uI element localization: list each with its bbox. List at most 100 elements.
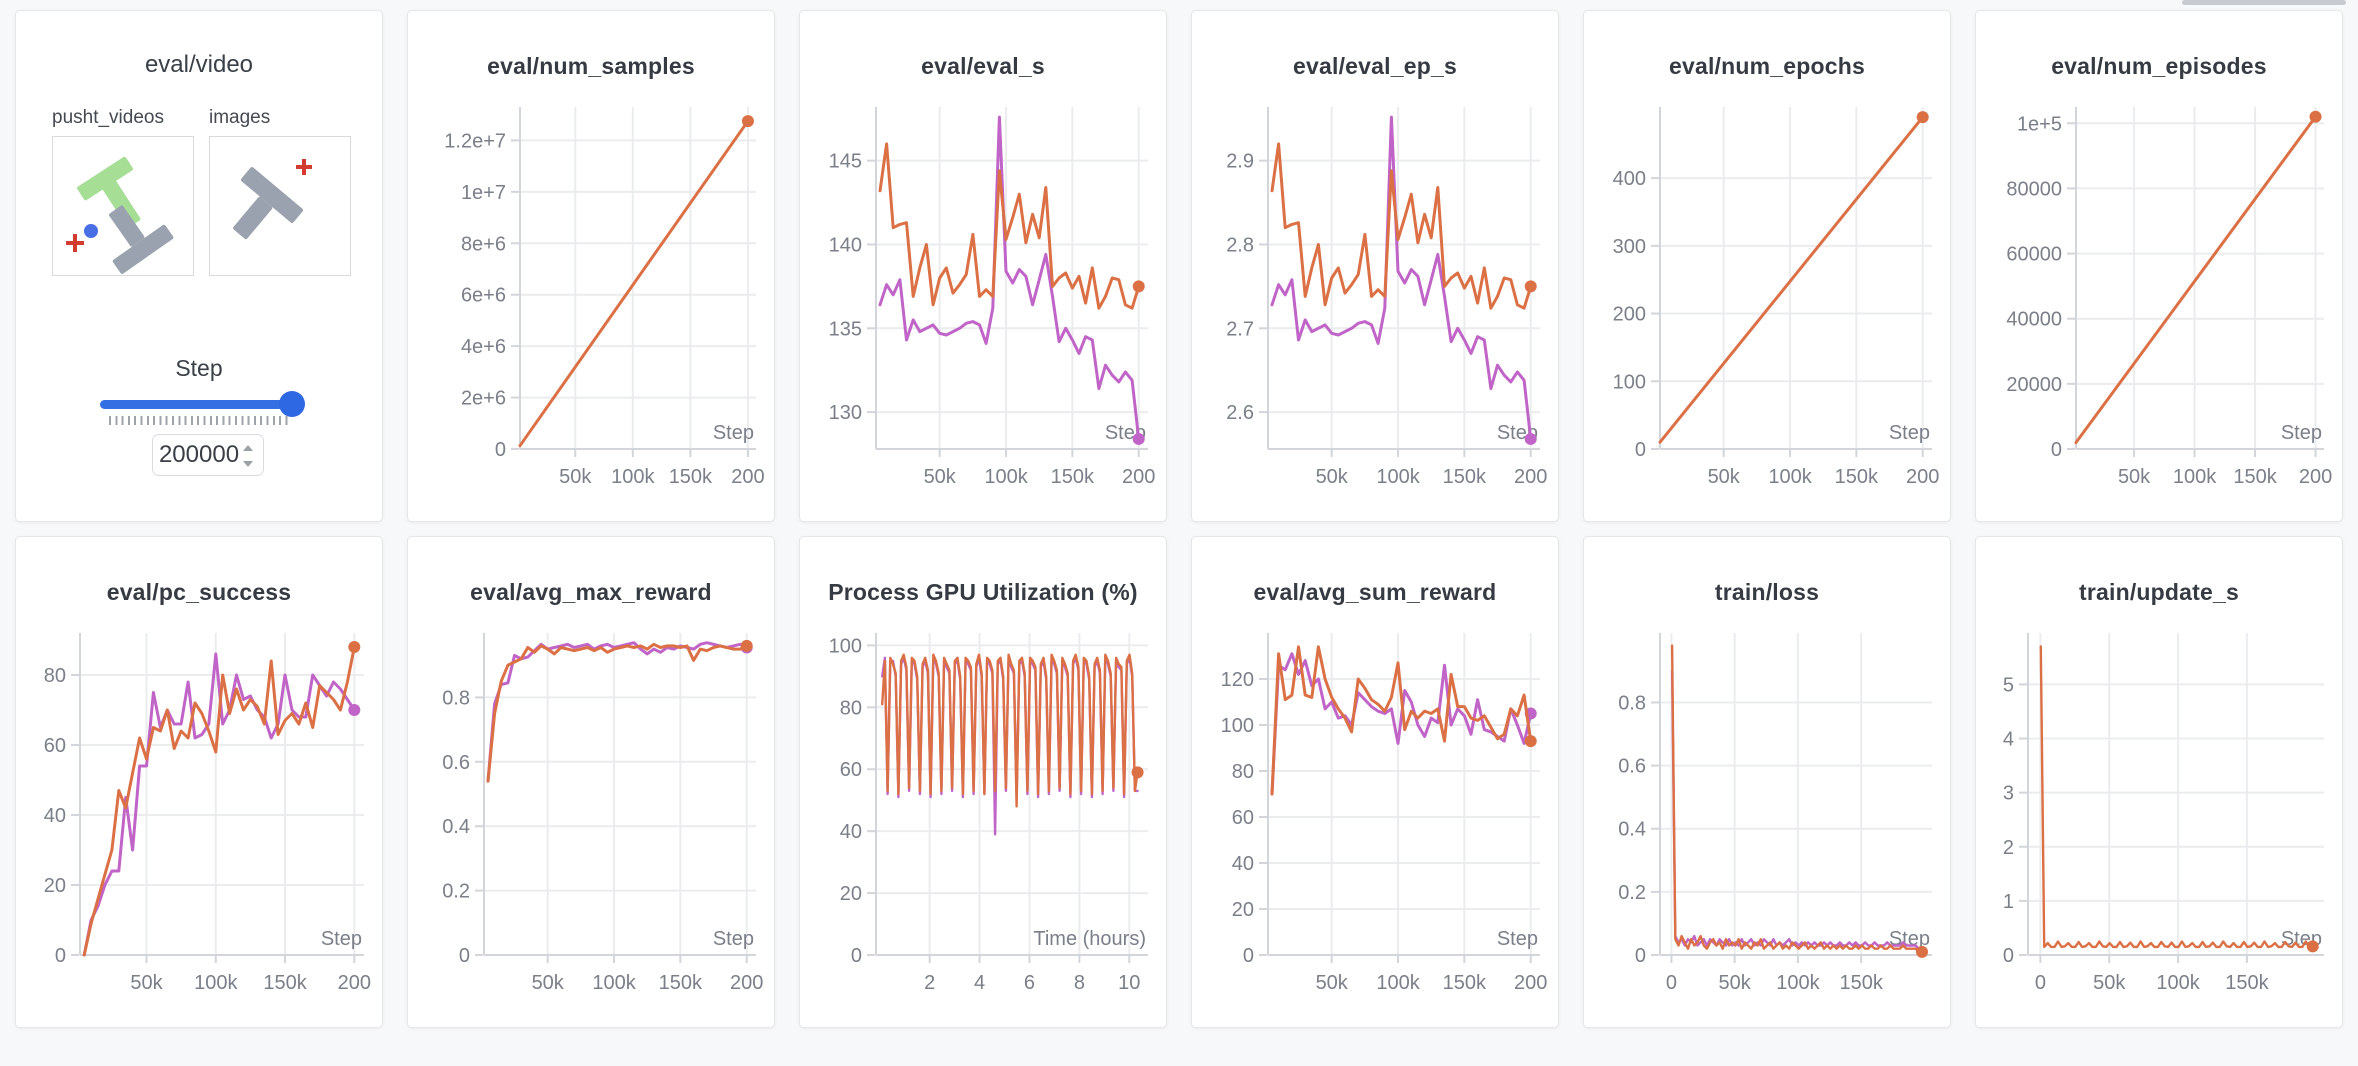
y-tick-label: 80 bbox=[840, 697, 862, 719]
panel-train-update-s[interactable]: train/update_s 0 1 2 3 4 5 0 50k 100k 150k Step bbox=[1975, 536, 2343, 1028]
panel-eval-num-episodes[interactable]: eval/num_episodes 0 20000 40000 60000 80000 1e… bbox=[1975, 10, 2343, 522]
y-tick-label: 1e+5 bbox=[2017, 113, 2062, 135]
y-tick-label: 0.4 bbox=[442, 816, 470, 838]
y-tick-label: 0 bbox=[1635, 439, 1646, 461]
x-tick-label: 150k bbox=[1443, 972, 1487, 994]
panel-eval-eval-s[interactable]: eval/eval_s 130 135 140 145 50k 100k 150k 200 Ste… bbox=[799, 10, 1167, 522]
panel-eval-num-epochs[interactable]: eval/num_epochs 0 100 200 300 400 50k 100k 150k 2… bbox=[1583, 10, 1951, 522]
panel-eval-avg-max-reward[interactable]: eval/avg_max_reward 0 0.2 0.4 0.6 0.8 50k 100k 1… bbox=[407, 536, 775, 1028]
panel-eval-video[interactable]: eval/video pusht_videos images bbox=[15, 10, 383, 522]
y-tick-label: 0.2 bbox=[442, 881, 470, 903]
step-slider-tickmarks bbox=[109, 416, 291, 425]
panel-eval-num-samples[interactable]: eval/num_samples 0 2e+6 4e+6 6e+6 8e+6 1e+7 1.2… bbox=[407, 10, 775, 522]
panel-train-loss[interactable]: train/loss 0 0.2 0.4 0.6 0.8 0 50k 100k 150k Step bbox=[1583, 536, 1951, 1028]
x-tick-label: 100k bbox=[1376, 972, 1420, 994]
x-tick-label: 50k bbox=[1719, 972, 1752, 994]
y-tick-label: 8e+6 bbox=[461, 233, 506, 255]
y-tick-label: 0.8 bbox=[442, 687, 470, 709]
x-axis-title: Step bbox=[713, 422, 754, 444]
panel-title: train/loss bbox=[1714, 579, 1820, 605]
series-endpoint-dot-run-purple bbox=[1524, 432, 1537, 445]
step-number-input[interactable] bbox=[152, 434, 264, 476]
x-tick-label: 100k bbox=[984, 466, 1028, 488]
chart-eval-num-episodes[interactable]: 0 20000 40000 60000 80000 1e+5 50k 100k 150k 200 S… bbox=[1976, 99, 2343, 513]
x-axis-title: Step bbox=[321, 928, 362, 950]
y-tick-label: 60 bbox=[1232, 807, 1254, 829]
y-tick-label: 2e+6 bbox=[461, 388, 506, 410]
y-tick-label: 2 bbox=[2003, 837, 2014, 859]
y-tick-label: 2.7 bbox=[1226, 318, 1254, 340]
chart-eval-pc-success[interactable]: 0 20 40 60 80 50k 100k 150k 200 Step bbox=[16, 625, 383, 1019]
horizontal-scrollbar-thumb[interactable] bbox=[2182, 0, 2346, 5]
panel-title: eval/avg_sum_reward bbox=[1253, 579, 1497, 605]
x-tick-label: 150k bbox=[669, 466, 713, 488]
y-tick-label: 400 bbox=[1613, 168, 1646, 190]
y-tick-label: 0 bbox=[851, 945, 862, 967]
y-tick-label: 200 bbox=[1613, 304, 1646, 326]
y-tick-label: 0.6 bbox=[442, 752, 470, 774]
x-tick-label: 150k bbox=[2225, 972, 2269, 994]
chart-eval-num-samples[interactable]: 0 2e+6 4e+6 6e+6 8e+6 1e+7 1.2e+7 50k 100k 150k 20… bbox=[408, 99, 775, 513]
series-endpoint-dot-run-orange bbox=[1524, 735, 1537, 748]
y-tick-label: 0 bbox=[2051, 439, 2062, 461]
x-tick-label: 2 bbox=[924, 972, 935, 994]
chevron-down-icon[interactable] bbox=[243, 461, 253, 467]
y-tick-label: 2.6 bbox=[1226, 402, 1254, 424]
panel-eval-eval-ep-s[interactable]: eval/eval_ep_s 2.6 2.7 2.8 2.9 50k 100k 150k 200… bbox=[1191, 10, 1559, 522]
y-tick-label: 60 bbox=[840, 759, 862, 781]
y-tick-label: 60000 bbox=[2006, 244, 2062, 266]
y-tick-label: 0 bbox=[2003, 945, 2014, 967]
chevron-up-icon[interactable] bbox=[243, 445, 253, 451]
series-line-run-orange bbox=[486, 642, 749, 783]
y-tick-label: 40 bbox=[840, 821, 862, 843]
series-line-run-orange bbox=[1658, 115, 1925, 444]
y-tick-label: 1 bbox=[2003, 891, 2014, 913]
y-tick-label: 0.6 bbox=[1618, 756, 1646, 778]
series-endpoint-dot-run-orange bbox=[2309, 110, 2322, 123]
x-tick-label: 100k bbox=[1376, 466, 1420, 488]
series-endpoint-dot-run-orange bbox=[741, 115, 754, 128]
x-tick-label: 6 bbox=[1024, 972, 1035, 994]
series-line-run-purple bbox=[1270, 652, 1533, 796]
media-thumbnail-pusht-videos[interactable] bbox=[52, 136, 194, 276]
x-tick-label: 50k bbox=[1708, 466, 1741, 488]
y-tick-label: 2.9 bbox=[1226, 151, 1254, 173]
chart-process-gpu-utilization[interactable]: 0 20 40 60 80 100 2 4 6 8 10 Time (hours) bbox=[800, 625, 1167, 1019]
y-tick-label: 0 bbox=[55, 945, 66, 967]
step-input-spinner[interactable] bbox=[240, 443, 256, 469]
y-tick-label: 135 bbox=[829, 318, 862, 340]
y-tick-label: 140 bbox=[829, 234, 862, 256]
y-tick-label: 100 bbox=[1221, 715, 1254, 737]
panel-eval-pc-success[interactable]: eval/pc_success 0 20 40 60 80 50k 100k 150k 200 St… bbox=[15, 536, 383, 1028]
x-tick-label: 200 bbox=[731, 466, 764, 488]
y-tick-label: 60 bbox=[44, 735, 66, 757]
pusht-target-cross bbox=[296, 159, 312, 175]
x-tick-label: 50k bbox=[130, 972, 163, 994]
pusht-agent-dot bbox=[84, 224, 98, 238]
chart-eval-avg-sum-reward[interactable]: 0 20 40 60 80 100 120 50k 100k 150k 200 Step bbox=[1192, 625, 1559, 1019]
media-thumbnail-images[interactable] bbox=[209, 136, 351, 276]
x-tick-label: 50k bbox=[1316, 972, 1349, 994]
x-tick-label: 0 bbox=[1666, 972, 1677, 994]
y-tick-label: 0.2 bbox=[1618, 882, 1646, 904]
step-slider-handle[interactable] bbox=[279, 391, 305, 417]
panel-title: Process GPU Utilization (%) bbox=[828, 579, 1138, 605]
chart-eval-avg-max-reward[interactable]: 0 0.2 0.4 0.6 0.8 50k 100k 150k 200 Step bbox=[408, 625, 775, 1019]
x-tick-label: 50k bbox=[1316, 466, 1349, 488]
step-slider-track[interactable] bbox=[100, 400, 302, 409]
tee-block-green bbox=[77, 156, 141, 228]
x-tick-label: 200 bbox=[1514, 466, 1547, 488]
chart-eval-num-epochs[interactable]: 0 100 200 300 400 50k 100k 150k 200 Step bbox=[1584, 99, 1951, 513]
tee-block-gray bbox=[233, 167, 304, 240]
dashboard-grid: eval/video pusht_videos images bbox=[15, 10, 2343, 1028]
panel-process-gpu-utilization[interactable]: Process GPU Utilization (%) 0 20 40 60 80 100 2… bbox=[799, 536, 1167, 1028]
x-tick-label: 200 bbox=[730, 972, 763, 994]
panel-eval-avg-sum-reward[interactable]: eval/avg_sum_reward 0 20 40 60 80 100 120 50k 100… bbox=[1191, 536, 1559, 1028]
x-tick-label: 50k bbox=[924, 466, 957, 488]
series-line-run-orange bbox=[518, 119, 750, 448]
series-line-run-orange bbox=[2039, 645, 2314, 949]
